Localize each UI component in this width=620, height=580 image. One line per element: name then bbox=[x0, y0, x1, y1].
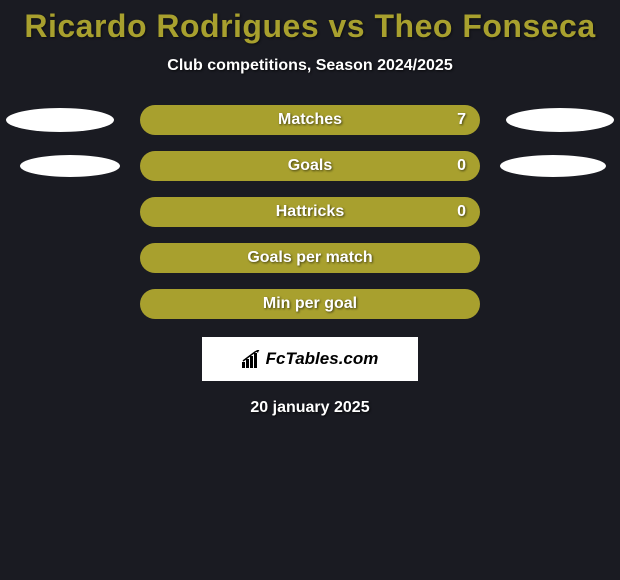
stat-label: Goals per match bbox=[247, 249, 372, 267]
stat-row: Hattricks 0 bbox=[0, 197, 620, 227]
stat-bar: Matches 7 bbox=[140, 105, 480, 135]
stat-row: Goals per match bbox=[0, 243, 620, 273]
comparison-title: Ricardo Rodrigues vs Theo Fonseca bbox=[0, 8, 620, 45]
stat-row: Matches 7 bbox=[0, 105, 620, 135]
stat-row: Goals 0 bbox=[0, 151, 620, 181]
logo-box: FcTables.com bbox=[202, 337, 418, 381]
stat-value: 0 bbox=[457, 203, 466, 221]
stat-bar: Min per goal bbox=[140, 289, 480, 319]
player-right-marker bbox=[506, 108, 614, 132]
player-left-marker bbox=[6, 108, 114, 132]
stat-label: Goals bbox=[288, 157, 332, 175]
stat-label: Hattricks bbox=[276, 203, 344, 221]
stat-label: Matches bbox=[278, 111, 342, 129]
season-subtitle: Club competitions, Season 2024/2025 bbox=[0, 57, 620, 75]
stat-bar: Goals per match bbox=[140, 243, 480, 273]
stat-value: 0 bbox=[457, 157, 466, 175]
stat-label: Min per goal bbox=[263, 295, 357, 313]
stat-row: Min per goal bbox=[0, 289, 620, 319]
stat-bar: Hattricks 0 bbox=[140, 197, 480, 227]
stat-value: 7 bbox=[457, 111, 466, 129]
player-right-marker bbox=[500, 155, 606, 177]
stats-area: Matches 7 Goals 0 Hattricks 0 Goals per match M… bbox=[0, 105, 620, 319]
logo-content: FcTables.com bbox=[242, 349, 379, 369]
chart-icon bbox=[242, 350, 262, 368]
stat-bar: Goals 0 bbox=[140, 151, 480, 181]
player-left-marker bbox=[20, 155, 120, 177]
comparison-widget: Ricardo Rodrigues vs Theo Fonseca Club c… bbox=[0, 0, 620, 417]
logo-text: FcTables.com bbox=[266, 349, 379, 369]
date-label: 20 january 2025 bbox=[0, 399, 620, 417]
